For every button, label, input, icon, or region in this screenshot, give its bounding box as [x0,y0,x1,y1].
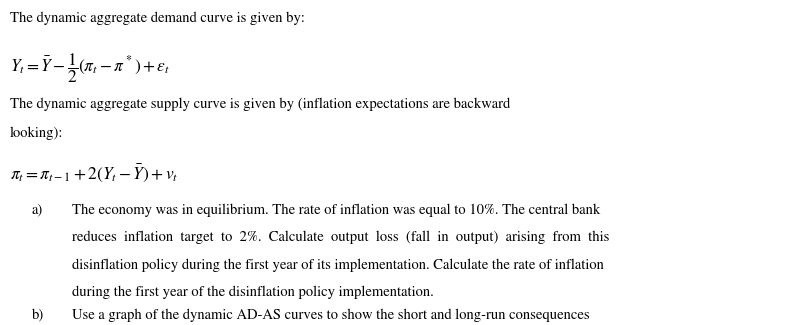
Text: The dynamic aggregate demand curve is given by:: The dynamic aggregate demand curve is gi… [10,11,304,25]
Text: The dynamic aggregate supply curve is given by (inflation expectations are backw: The dynamic aggregate supply curve is gi… [10,98,509,111]
Text: b): b) [32,309,44,322]
Text: Use a graph of the dynamic AD-AS curves to show the short and long-run consequen: Use a graph of the dynamic AD-AS curves … [72,309,589,322]
Text: reduces  inflation  target  to  2%.  Calculate  output  loss  (fall  in  output): reduces inflation target to 2%. Calculat… [72,231,609,244]
Text: disinflation policy during the first year of its implementation. Calculate the r: disinflation policy during the first yea… [72,258,603,272]
Text: $\pi_t = \pi_{t-1} + 2\left(Y_t - \bar{Y}\right)+ v_t$: $\pi_t = \pi_{t-1} + 2\left(Y_t - \bar{Y… [10,162,178,184]
Text: The economy was in equilibrium. The rate of inflation was equal to 10%. The cent: The economy was in equilibrium. The rate… [72,203,600,216]
Text: looking):: looking): [10,127,63,140]
Text: a): a) [32,203,43,216]
Text: $Y_t = \bar{Y} - \dfrac{1}{2}\left(\pi_t - \pi^*\right)+ \varepsilon_t$: $Y_t = \bar{Y} - \dfrac{1}{2}\left(\pi_t… [10,52,170,85]
Text: during the first year of the disinflation policy implementation.: during the first year of the disinflatio… [72,286,433,299]
